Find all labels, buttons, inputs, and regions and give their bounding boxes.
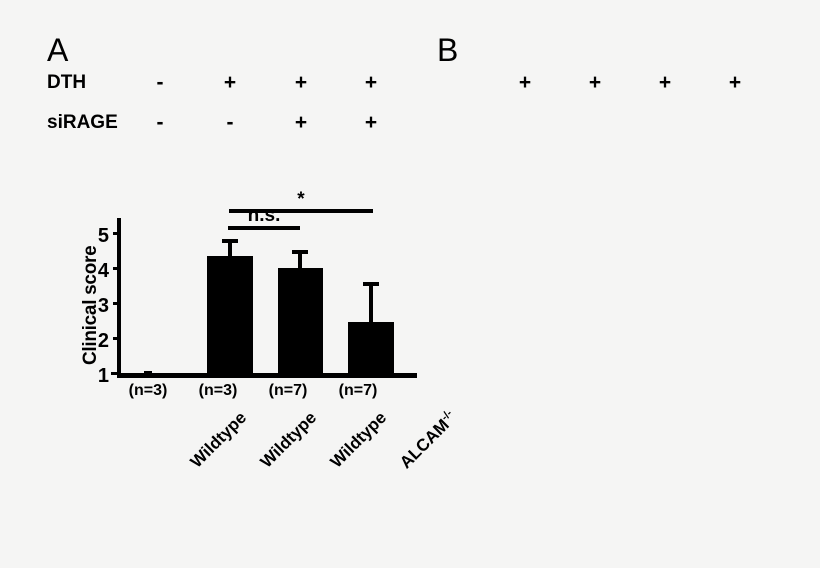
condition-row-sirage: siRAGE - - + + (0, 110, 430, 136)
error-bar-stem (228, 239, 232, 258)
panel-a-y-tick-label: 5 (97, 225, 109, 247)
condition-mark: + (294, 71, 308, 94)
condition-mark: - (156, 71, 164, 94)
error-bar-cap (222, 239, 238, 243)
significance-label: * (297, 189, 305, 210)
bar (207, 256, 253, 373)
condition-mark: + (518, 71, 532, 94)
panel-a-y-tick (113, 302, 119, 305)
condition-row-label: DTH (47, 72, 87, 93)
sample-size-label: (n=3) (128, 382, 168, 399)
bar (144, 371, 152, 373)
error-bar-cap (292, 250, 308, 254)
sample-size-label: (n=7) (338, 382, 378, 399)
category-label: Wildtype (257, 408, 320, 471)
panel-a-x-axis-line (117, 373, 417, 378)
sample-size-label: (n=3) (198, 382, 238, 399)
bar (348, 322, 394, 373)
panel-b: B + + + + Clinical score 1 2 3 4 5 (420, 0, 820, 568)
panel-a-y-tick (113, 232, 119, 235)
category-label: Wildtype (187, 408, 250, 471)
significance-label: n.s. (247, 205, 281, 226)
panel-a: A DTH - + + + siRAGE - - + + Clinical sc… (0, 32, 455, 472)
condition-mark: + (588, 71, 602, 94)
error-bar-cap (363, 282, 379, 286)
condition-mark: + (658, 71, 672, 94)
error-bar-stem (298, 250, 302, 270)
panel-a-y-tick-label: 3 (97, 295, 109, 317)
condition-mark: - (156, 111, 164, 134)
condition-mark: + (364, 111, 378, 134)
bar (278, 268, 323, 373)
condition-row-label: siRAGE (47, 112, 118, 133)
category-label: Wildtype (327, 408, 390, 471)
condition-mark: + (294, 111, 308, 134)
panel-a-y-tick (113, 267, 119, 270)
panel-a-y-tick (113, 337, 119, 340)
significance-line (228, 226, 300, 230)
panel-a-y-axis-line (117, 218, 121, 378)
panel-b-letter: B (437, 32, 459, 68)
panel-a-y-tick-label: 1 (97, 365, 109, 387)
category-label-text: Wildtype (256, 408, 321, 472)
condition-row-dth: DTH - + + + (0, 70, 430, 96)
panel-a-y-tick-label: 2 (97, 330, 109, 352)
category-label-text: Wildtype (326, 408, 391, 472)
condition-mark: + (728, 71, 742, 94)
condition-mark: - (226, 111, 234, 134)
condition-row-dth: + + + + (420, 70, 820, 96)
condition-mark: + (364, 71, 378, 94)
error-bar-stem (369, 282, 373, 324)
category-label-text: Wildtype (186, 408, 251, 472)
panel-a-y-tick (111, 372, 117, 375)
condition-mark: + (223, 71, 237, 94)
panel-a-letter: A (47, 32, 69, 68)
sample-size-label: (n=7) (268, 382, 308, 399)
significance-line (229, 209, 373, 213)
panel-a-y-tick-label: 4 (97, 260, 109, 282)
